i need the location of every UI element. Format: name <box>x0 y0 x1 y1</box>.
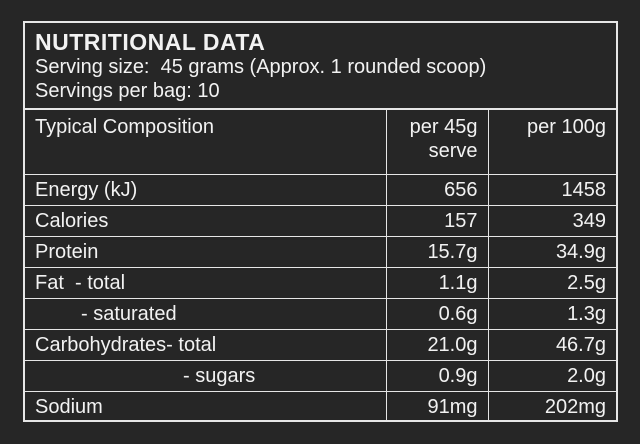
row-per-serve: 21.0g <box>386 329 489 361</box>
row-label: Fat - total <box>25 267 387 299</box>
row-per-100g: 2.0g <box>488 360 616 392</box>
serving-size: Serving size: 45 grams (Approx. 1 rounde… <box>35 56 487 78</box>
row-label: - saturated <box>25 298 387 330</box>
row-per-serve: 157 <box>386 205 489 237</box>
table-row: Protein 15.7g 34.9g <box>25 236 616 268</box>
panel-title: NUTRITIONAL DATA <box>35 29 266 55</box>
row-per-serve: 1.1g <box>386 267 489 299</box>
row-per-100g: 2.5g <box>488 267 616 299</box>
row-per-100g: 1.3g <box>488 298 616 330</box>
table-row: Carbohydrates- total 21.0g 46.7g <box>25 329 616 361</box>
column-header-composition: Typical Composition <box>25 110 387 175</box>
row-per-serve: 15.7g <box>386 236 489 268</box>
table-row: Energy (kJ) 656 1458 <box>25 174 616 206</box>
row-label: Energy (kJ) <box>25 174 387 206</box>
column-header-per-100g: per 100g <box>488 110 616 175</box>
table-row: Sodium 91mg 202mg <box>25 391 616 422</box>
row-label: Sodium <box>25 391 387 422</box>
row-per-100g: 202mg <box>544 395 606 418</box>
row-per-serve: 656 <box>386 174 489 206</box>
column-header-per-serve: per 45g serve <box>386 110 489 175</box>
table-header-row: Typical Composition per 45g serve per 10… <box>25 110 616 175</box>
row-per-100g: 34.9g <box>488 236 616 268</box>
row-per-serve: 0.9g <box>386 360 489 392</box>
nutrition-panel: NUTRITIONAL DATA Serving size: 45 grams … <box>23 21 618 422</box>
row-per-100g: 1458 <box>488 174 616 206</box>
row-per-serve: 0.6g <box>386 298 489 330</box>
table-row: - sugars 0.9g 2.0g <box>25 360 616 392</box>
row-label: Carbohydrates- total <box>25 329 387 361</box>
row-label: Protein <box>25 236 387 268</box>
row-label: Calories <box>25 205 387 237</box>
table-row: Fat - total 1.1g 2.5g <box>25 267 616 299</box>
servings-per-bag: Servings per bag: 10 <box>35 80 220 102</box>
row-per-serve: 91mg <box>386 391 489 422</box>
table-row: - saturated 0.6g 1.3g <box>25 298 616 330</box>
panel-header: NUTRITIONAL DATA Serving size: 45 grams … <box>25 23 616 110</box>
row-label: - sugars <box>25 360 387 392</box>
nutrition-table: Typical Composition per 45g serve per 10… <box>25 110 616 422</box>
row-per-100g: 46.7g <box>488 329 616 361</box>
table-row: Calories 157 349 <box>25 205 616 237</box>
row-per-100g: 349 <box>488 205 616 237</box>
